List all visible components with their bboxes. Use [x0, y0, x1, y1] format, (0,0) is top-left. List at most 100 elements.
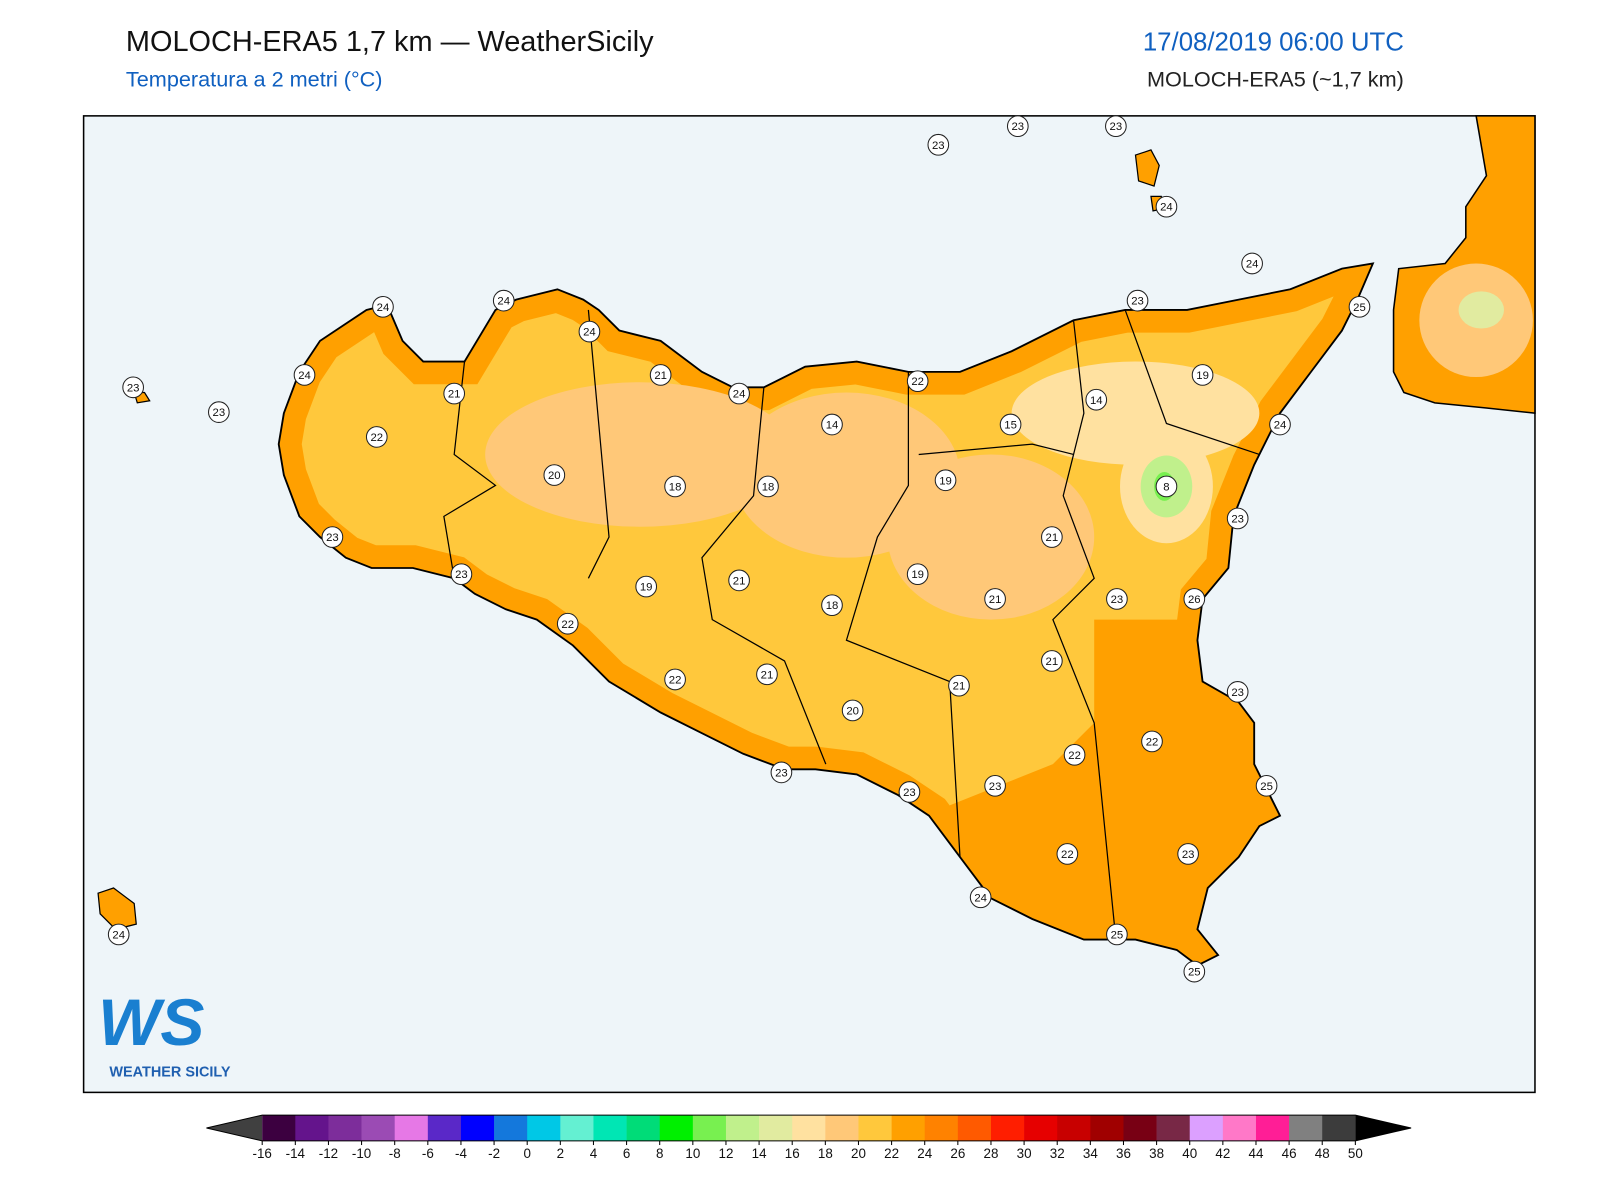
- colorbar-tick-label: -10: [352, 1146, 371, 1161]
- station-marker: [1348, 296, 1371, 318]
- station-marker: [1085, 388, 1108, 411]
- station-marker: [906, 563, 929, 586]
- colorbar-segment: [1189, 1115, 1224, 1141]
- colorbar-segment: [1057, 1115, 1091, 1141]
- station: 18: [664, 475, 686, 498]
- station: 19: [934, 469, 957, 492]
- colorbar-tick-label: 4: [590, 1146, 598, 1161]
- station-marker: [984, 588, 1006, 610]
- station-marker: [1041, 650, 1063, 672]
- station: 23: [122, 376, 144, 399]
- station-marker: [1105, 115, 1127, 138]
- station: 24: [372, 296, 394, 318]
- station-value: 21: [733, 575, 746, 587]
- station-value: 22: [1146, 736, 1159, 748]
- colorbar-tick-label: 50: [1348, 1146, 1363, 1161]
- station-marker: [1056, 843, 1079, 865]
- station: 18: [821, 594, 843, 616]
- station: 25: [1106, 923, 1128, 946]
- station: 14: [1085, 388, 1108, 411]
- station-value: 25: [1260, 781, 1273, 793]
- colorbar-segment: [792, 1115, 826, 1141]
- colorbar-segment: [990, 1115, 1025, 1141]
- station: 21: [984, 588, 1006, 610]
- colorbar-tick-label: 8: [656, 1146, 663, 1161]
- station: 15: [999, 413, 1022, 436]
- station-marker: [321, 526, 344, 548]
- station-value: 19: [640, 582, 653, 594]
- station-marker: [999, 413, 1022, 436]
- station: 18: [757, 475, 779, 498]
- station: 25: [1255, 774, 1278, 797]
- colorbar-segment: [394, 1115, 429, 1141]
- station: 25: [1183, 960, 1206, 983]
- station-marker: [443, 382, 466, 405]
- station-value: 14: [1090, 395, 1103, 407]
- station: 22: [365, 426, 388, 448]
- station-marker: [1255, 774, 1278, 797]
- colorbar-tick-label: 38: [1149, 1146, 1164, 1161]
- colorbar-tick-label: 34: [1083, 1146, 1098, 1161]
- station-value: 24: [583, 327, 596, 339]
- station-marker: [664, 475, 686, 498]
- colorbar-segment: [924, 1115, 959, 1141]
- station-value: 25: [1353, 302, 1366, 314]
- station-marker: [635, 575, 658, 598]
- station: 23: [321, 526, 344, 548]
- station-marker: [934, 469, 957, 492]
- station-value: 21: [448, 389, 461, 401]
- station-value: 20: [846, 705, 859, 717]
- station: 21: [443, 382, 466, 405]
- station-value: 23: [775, 767, 788, 779]
- station-marker: [984, 774, 1006, 797]
- colorbar-under: [206, 1115, 263, 1141]
- colorbar-segment: [659, 1115, 694, 1141]
- station: 21: [649, 364, 672, 386]
- colorbar-segment: [1024, 1115, 1058, 1141]
- colorbar-tick-label: -2: [488, 1146, 500, 1161]
- station-value: 24: [974, 892, 987, 904]
- station: 24: [1155, 195, 1178, 218]
- station-marker: [1155, 195, 1178, 218]
- colorbar-segment: [692, 1115, 727, 1141]
- colorbar-segment: [1289, 1115, 1323, 1141]
- station: 23: [1226, 507, 1249, 530]
- station-value: 22: [911, 376, 924, 388]
- logo-name: WEATHER SICILY: [109, 1065, 230, 1081]
- colorbar-tick-label: -16: [252, 1146, 271, 1161]
- colorbar-segment: [328, 1115, 362, 1141]
- station-marker: [1191, 364, 1214, 386]
- station-value: 23: [1111, 594, 1124, 606]
- station-value: 23: [455, 569, 468, 581]
- colorbar-segment: [1090, 1115, 1124, 1141]
- station: 19: [1191, 364, 1214, 386]
- station: 23: [927, 133, 950, 156]
- colorbar-segment: [759, 1115, 793, 1141]
- station-marker: [728, 382, 750, 405]
- station-value: 23: [1011, 121, 1024, 133]
- station-value: 21: [1046, 656, 1059, 668]
- station-value: 25: [1111, 929, 1124, 941]
- station-marker: [906, 370, 929, 392]
- station-marker: [757, 475, 779, 498]
- colorbar-tick-label: 30: [1017, 1146, 1032, 1161]
- station-value: 25: [1188, 967, 1201, 979]
- station-marker: [969, 886, 992, 909]
- station-marker: [365, 426, 388, 448]
- station-value: 15: [1004, 420, 1017, 432]
- logo: WS WEATHER SICILY: [98, 985, 231, 1081]
- colorbar-tick-label: 40: [1182, 1146, 1197, 1161]
- station: 21: [948, 674, 970, 697]
- station-value: 21: [953, 681, 966, 693]
- colorbar-segment: [560, 1115, 594, 1141]
- station-marker: [122, 376, 144, 399]
- colorbar-tick-label: 16: [785, 1146, 800, 1161]
- station-value: 18: [826, 600, 839, 612]
- colorbar-tick-label: -14: [286, 1146, 306, 1161]
- station: 23: [450, 563, 473, 586]
- station: 23: [1105, 115, 1127, 138]
- station-marker: [492, 289, 515, 312]
- station-marker: [1155, 475, 1178, 498]
- station-value: 24: [1246, 259, 1259, 271]
